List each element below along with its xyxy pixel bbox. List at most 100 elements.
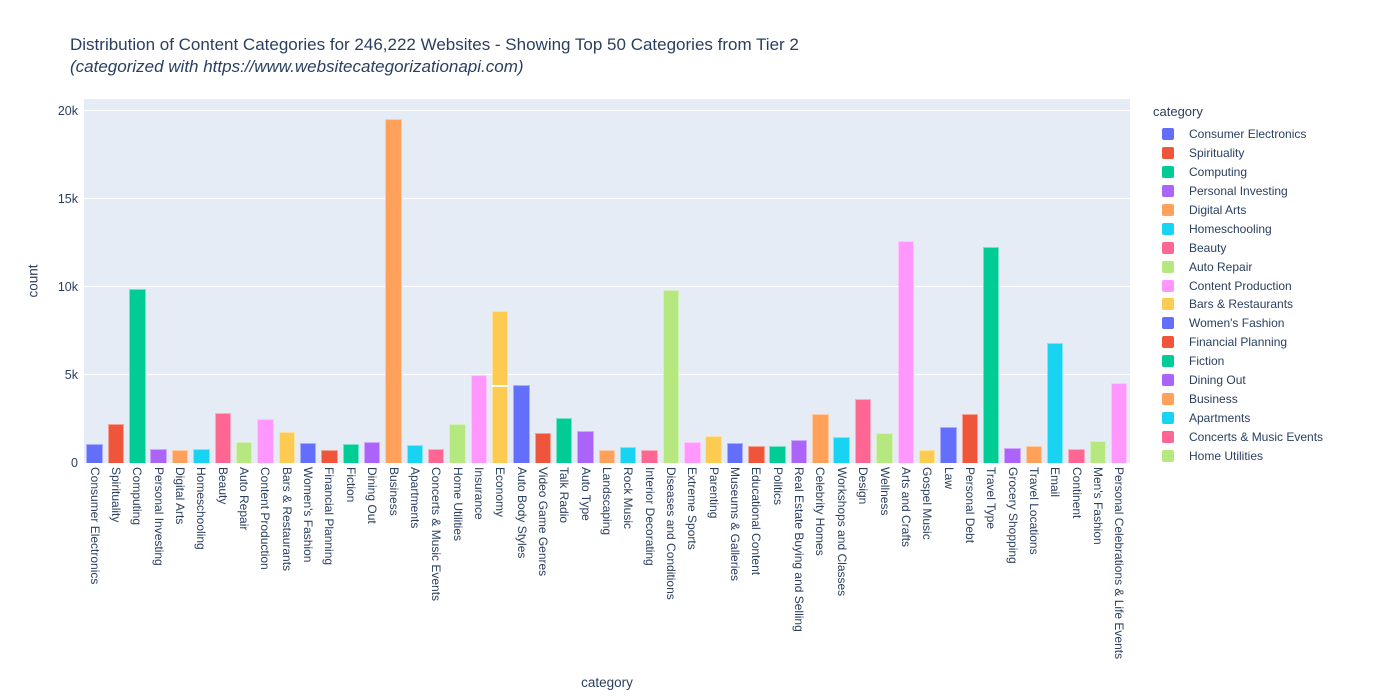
legend-swatch [1162, 336, 1174, 349]
legend-item[interactable]: Beauty [1153, 238, 1323, 257]
bar-slot [490, 99, 511, 463]
bar[interactable] [854, 399, 872, 463]
bar[interactable] [278, 432, 295, 463]
bar[interactable] [449, 424, 466, 463]
bar[interactable] [1004, 447, 1021, 463]
bar[interactable] [1046, 343, 1064, 463]
bar-slot [1023, 99, 1044, 463]
bar[interactable] [769, 445, 786, 463]
bar-slot [810, 99, 831, 463]
x-tick-label: Spirituality [109, 467, 124, 523]
legend-item[interactable]: Financial Planning [1153, 333, 1323, 352]
chart-subtitle: (categorized with https://www.websitecat… [70, 57, 524, 76]
legend-item[interactable]: Home Utilities [1153, 446, 1323, 465]
legend-swatch [1162, 392, 1174, 405]
bar[interactable] [129, 288, 146, 463]
legend-item[interactable]: Concerts & Music Events [1153, 427, 1323, 446]
legend-swatch [1162, 430, 1174, 443]
bar[interactable] [150, 448, 167, 463]
bar[interactable] [107, 424, 125, 463]
bar-slot [426, 99, 447, 463]
legend-item-label: Consumer Electronics [1189, 127, 1307, 142]
bar[interactable] [641, 450, 658, 463]
bar[interactable] [684, 442, 701, 463]
legend-item[interactable]: Consumer Electronics [1153, 125, 1323, 144]
bar-slot [468, 99, 489, 463]
bar-segment-divider [491, 385, 509, 388]
x-tick-label: Content Production [258, 467, 273, 570]
bar[interactable] [598, 450, 616, 463]
legend-item-label: Content Production [1189, 278, 1292, 293]
bar-slot [1087, 99, 1108, 463]
y-tick-label: 10k [57, 280, 78, 295]
bar[interactable] [790, 440, 808, 463]
bar[interactable] [534, 432, 552, 463]
legend-item[interactable]: Computing [1153, 163, 1323, 182]
legend-item[interactable]: Auto Repair [1153, 257, 1323, 276]
bar[interactable] [363, 441, 381, 463]
bar-slot [724, 99, 745, 463]
legend-item[interactable]: Personal Investing [1153, 182, 1323, 201]
bar[interactable] [214, 413, 231, 463]
x-tick-label: Consumer Electronics [87, 467, 102, 585]
bar[interactable] [193, 449, 210, 463]
bar[interactable] [171, 449, 189, 463]
bar[interactable] [257, 419, 274, 463]
legend-item[interactable]: Content Production [1153, 276, 1323, 295]
bar[interactable] [86, 444, 103, 463]
bar-slot [297, 99, 318, 463]
bar[interactable] [577, 430, 594, 463]
x-tick-label: Workshops and Classes [834, 467, 849, 597]
legend-item[interactable]: Fiction [1153, 352, 1323, 371]
legend-item[interactable]: Bars & Restaurants [1153, 295, 1323, 314]
x-tick-label: Grocery Shopping [1005, 467, 1020, 564]
bar[interactable] [833, 437, 850, 463]
legend-item[interactable]: Dining Out [1153, 371, 1323, 390]
legend-item[interactable]: Apartments [1153, 408, 1323, 427]
bar[interactable] [321, 450, 338, 463]
bar-slot [596, 99, 617, 463]
bar-slot [212, 99, 233, 463]
bar[interactable] [491, 310, 509, 463]
legend-item-label: Homeschooling [1189, 221, 1272, 236]
bar[interactable] [748, 445, 765, 463]
legend-item[interactable]: Spirituality [1153, 144, 1323, 163]
bar[interactable] [940, 426, 957, 463]
bar[interactable] [918, 450, 936, 463]
legend-item[interactable]: Business [1153, 389, 1323, 408]
bar[interactable] [556, 418, 573, 463]
bar[interactable] [662, 289, 680, 463]
bar[interactable] [406, 445, 424, 463]
bar[interactable] [1068, 449, 1085, 463]
bar[interactable] [513, 385, 530, 463]
bar[interactable] [982, 246, 1000, 463]
bar[interactable] [1025, 446, 1042, 463]
bar[interactable] [299, 443, 317, 463]
bar[interactable] [726, 443, 744, 463]
bar[interactable] [705, 436, 722, 463]
bar[interactable] [385, 119, 402, 463]
bar[interactable] [342, 444, 359, 463]
bar-slot [959, 99, 980, 463]
legend-item[interactable]: Homeschooling [1153, 219, 1323, 238]
x-tick-label: Fiction [343, 467, 358, 503]
bar[interactable] [897, 240, 914, 463]
bar[interactable] [235, 442, 253, 463]
legend-swatch [1162, 128, 1174, 141]
legend-item-label: Spirituality [1189, 146, 1245, 161]
y-axis-ticks: 0 5k 10k 15k 20k [0, 99, 78, 470]
bar[interactable] [1110, 383, 1128, 463]
bar[interactable] [876, 432, 893, 463]
bar[interactable] [620, 446, 637, 463]
bar-slot [383, 99, 404, 463]
bar[interactable] [427, 448, 445, 463]
bar[interactable] [812, 413, 829, 463]
bar[interactable] [470, 375, 488, 463]
bar[interactable] [1089, 440, 1107, 463]
legend-item[interactable]: Digital Arts [1153, 201, 1323, 220]
legend-item[interactable]: Women's Fashion [1153, 314, 1323, 333]
x-tick-label: Museums & Galleries [728, 467, 743, 582]
bar[interactable] [961, 414, 978, 463]
x-tick-label: Diseases and Conditions [664, 467, 679, 600]
